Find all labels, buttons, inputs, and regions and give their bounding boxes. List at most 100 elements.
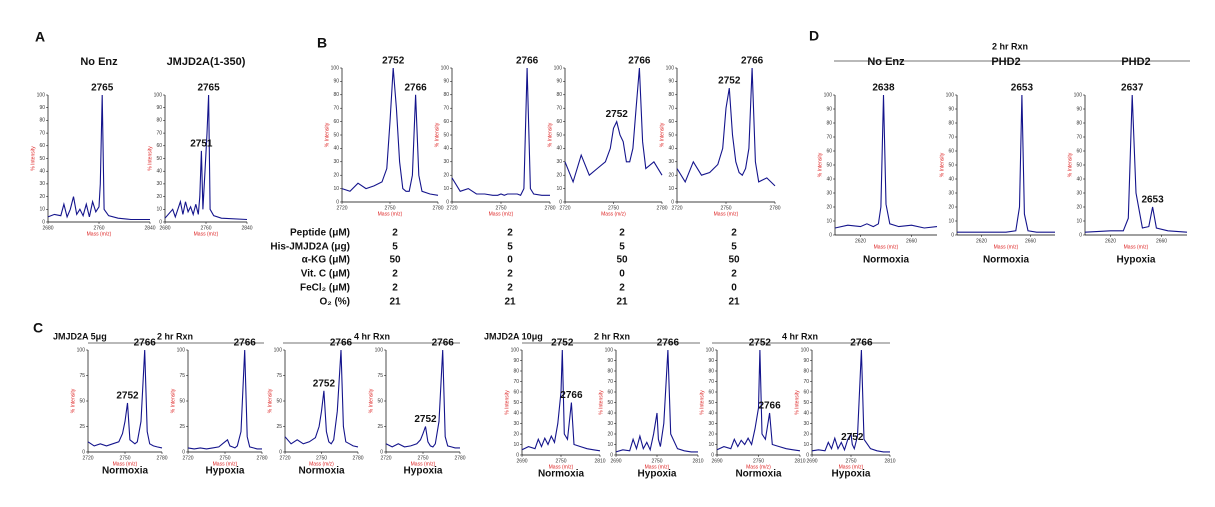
condition-label: FeCl₂ (μM) [300, 283, 350, 294]
chart-title: PHD2 [991, 56, 1020, 68]
y-tick-label: 10 [513, 442, 519, 448]
peak-label: 2752 [313, 378, 336, 389]
peak-label: 2752 [116, 391, 139, 402]
x-tick-label: 2750 [720, 205, 731, 211]
y-tick-label: 10 [668, 186, 674, 192]
y-tick-label: 0 [610, 452, 613, 458]
y-tick-label: 90 [513, 358, 519, 364]
y-tick-label: 0 [711, 452, 714, 458]
condition-value: 5 [731, 242, 737, 253]
y-tick-label: 50 [276, 398, 282, 404]
y-axis-label: % Intensity [324, 122, 330, 147]
y-tick-label: 30 [1076, 190, 1082, 196]
y-tick-label: 20 [803, 431, 809, 437]
y-tick-label: 20 [948, 204, 954, 210]
x-tick-label: 2750 [651, 458, 662, 464]
peak-label: 2766 [628, 56, 651, 67]
y-tick-label: 40 [826, 176, 832, 182]
x-tick-label: 2810 [794, 458, 805, 464]
y-tick-label: 40 [668, 146, 674, 152]
y-tick-label: 10 [948, 218, 954, 224]
x-tick-label: 2720 [82, 455, 93, 461]
x-axis-label: Mass (m/z) [213, 461, 238, 467]
peak-label: 2766 [657, 338, 680, 349]
x-tick-label: 2840 [241, 225, 252, 231]
x-tick-label: 2660 [1025, 238, 1036, 244]
panel-letter: B [317, 35, 327, 51]
y-tick-label: 10 [39, 207, 45, 213]
y-tick-label: 75 [79, 373, 85, 379]
spectrum [811, 349, 890, 453]
y-tick-label: 90 [948, 106, 954, 112]
y-tick-label: 50 [377, 398, 383, 404]
x-tick-label: 2720 [446, 205, 457, 211]
y-tick-label: 10 [826, 218, 832, 224]
y-tick-label: 20 [1076, 204, 1082, 210]
y-tick-label: 100 [554, 65, 563, 71]
peak-label: 2752 [551, 338, 574, 349]
x-tick-label: 2720 [380, 455, 391, 461]
y-tick-label: 30 [826, 190, 832, 196]
x-axis-label: Mass (m/z) [874, 244, 899, 250]
y-axis-label: % Intensity [817, 152, 823, 177]
y-tick-label: 70 [803, 379, 809, 385]
y-tick-label: 40 [333, 146, 339, 152]
condition-label: Peptide (μM) [290, 228, 350, 239]
y-tick-label: 80 [708, 368, 714, 374]
y-tick-label: 100 [274, 347, 283, 353]
x-tick-label: 2750 [316, 455, 327, 461]
y-tick-label: 60 [948, 148, 954, 154]
condition-value: 21 [389, 297, 401, 308]
y-tick-label: 90 [556, 79, 562, 85]
spectrum [87, 349, 163, 449]
spectrum [47, 94, 150, 221]
y-tick-label: 60 [668, 119, 674, 125]
y-tick-label: 0 [806, 452, 809, 458]
group-header: JMJD2A 5μg [53, 331, 107, 341]
condition-value: 2 [392, 228, 398, 239]
y-tick-label: 100 [331, 65, 340, 71]
y-tick-label: 30 [948, 190, 954, 196]
y-tick-label: 60 [708, 389, 714, 395]
x-tick-label: 2660 [1156, 238, 1167, 244]
y-tick-label: 25 [276, 424, 282, 430]
y-tick-label: 90 [708, 358, 714, 364]
spectrum [716, 349, 801, 452]
y-tick-label: 90 [156, 105, 162, 111]
x-axis-label: Mass (m/z) [489, 211, 514, 217]
y-tick-label: 30 [333, 159, 339, 165]
y-axis-label: % Intensity [147, 146, 153, 171]
condition-footer: Normoxia [983, 255, 1030, 266]
x-tick-label: 2780 [156, 455, 167, 461]
condition-value: 0 [619, 269, 625, 280]
condition-value: 5 [392, 242, 398, 253]
y-tick-label: 40 [803, 410, 809, 416]
y-axis-label: % Intensity [939, 152, 945, 177]
spectrum [615, 349, 698, 453]
y-tick-label: 30 [513, 421, 519, 427]
spectrum [451, 67, 550, 196]
condition-label: α-KG (μM) [302, 255, 350, 266]
y-tick-label: 90 [39, 105, 45, 111]
condition-value: 21 [616, 297, 628, 308]
x-tick-label: 2680 [42, 225, 53, 231]
spectrum [957, 94, 1055, 233]
condition-value: 21 [728, 297, 740, 308]
y-tick-label: 0 [446, 199, 449, 205]
y-axis-label: % Intensity [434, 122, 440, 147]
x-axis-label: Mass (m/z) [994, 244, 1019, 250]
y-tick-label: 10 [556, 186, 562, 192]
y-tick-label: 0 [516, 452, 519, 458]
condition-value: 2 [507, 283, 513, 294]
y-tick-label: 0 [380, 449, 383, 455]
x-axis-label: Mass (m/z) [194, 231, 219, 237]
x-axis-label: Mass (m/z) [87, 231, 112, 237]
condition-footer: Hypoxia [404, 466, 443, 477]
y-tick-label: 0 [82, 449, 85, 455]
group-header: 2 hr Rxn [157, 331, 193, 341]
y-tick-label: 0 [671, 199, 674, 205]
x-tick-label: 2690 [610, 458, 621, 464]
y-tick-label: 50 [333, 132, 339, 138]
peak-label: 2766 [432, 338, 455, 349]
chart-title: No Enz [867, 56, 905, 68]
